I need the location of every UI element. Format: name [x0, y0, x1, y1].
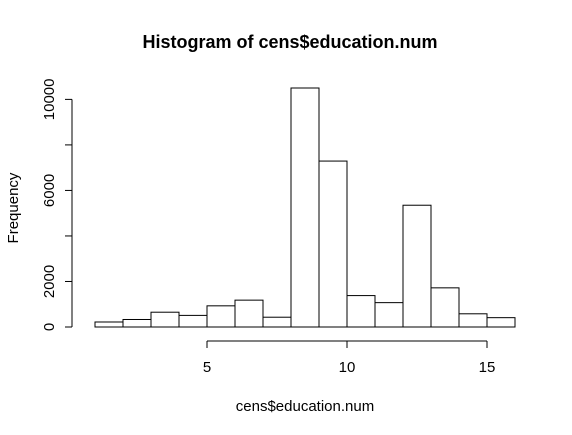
histogram-bar-12	[402, 204, 432, 328]
histogram-bar-5	[206, 305, 236, 328]
histogram-bar-9	[318, 160, 348, 328]
histogram-bar-2	[122, 318, 152, 328]
histogram-bar-3	[150, 311, 180, 328]
x-tick-label: 10	[339, 359, 356, 376]
histogram-bar-1	[94, 321, 124, 328]
y-axis: 0 2000 6000 10000	[41, 79, 73, 331]
y-tick-label: 0	[41, 323, 58, 331]
y-tick-label: 2000	[41, 265, 58, 298]
histogram-bar-14	[458, 313, 488, 328]
histogram-bar-11	[374, 302, 404, 328]
histogram-bar-10	[346, 295, 376, 328]
histogram-bar-15	[486, 317, 516, 328]
x-axis: 5 10 15	[203, 340, 496, 376]
y-tick-label: 6000	[41, 174, 58, 207]
histogram-bar-4	[178, 314, 208, 328]
histogram-bar-7	[262, 316, 292, 328]
chart-title: Histogram of cens$education.num	[142, 32, 437, 52]
histogram-bar-13	[430, 287, 460, 328]
x-tick-label: 5	[203, 359, 211, 376]
histogram-bar-8	[290, 87, 320, 328]
x-tick-label: 15	[479, 359, 496, 376]
y-axis-title: Frequency	[5, 172, 22, 243]
bars-group	[94, 87, 516, 328]
histogram-bar-6	[234, 299, 264, 328]
x-axis-title: cens$education.num	[236, 398, 374, 415]
y-tick-label: 10000	[41, 79, 58, 121]
